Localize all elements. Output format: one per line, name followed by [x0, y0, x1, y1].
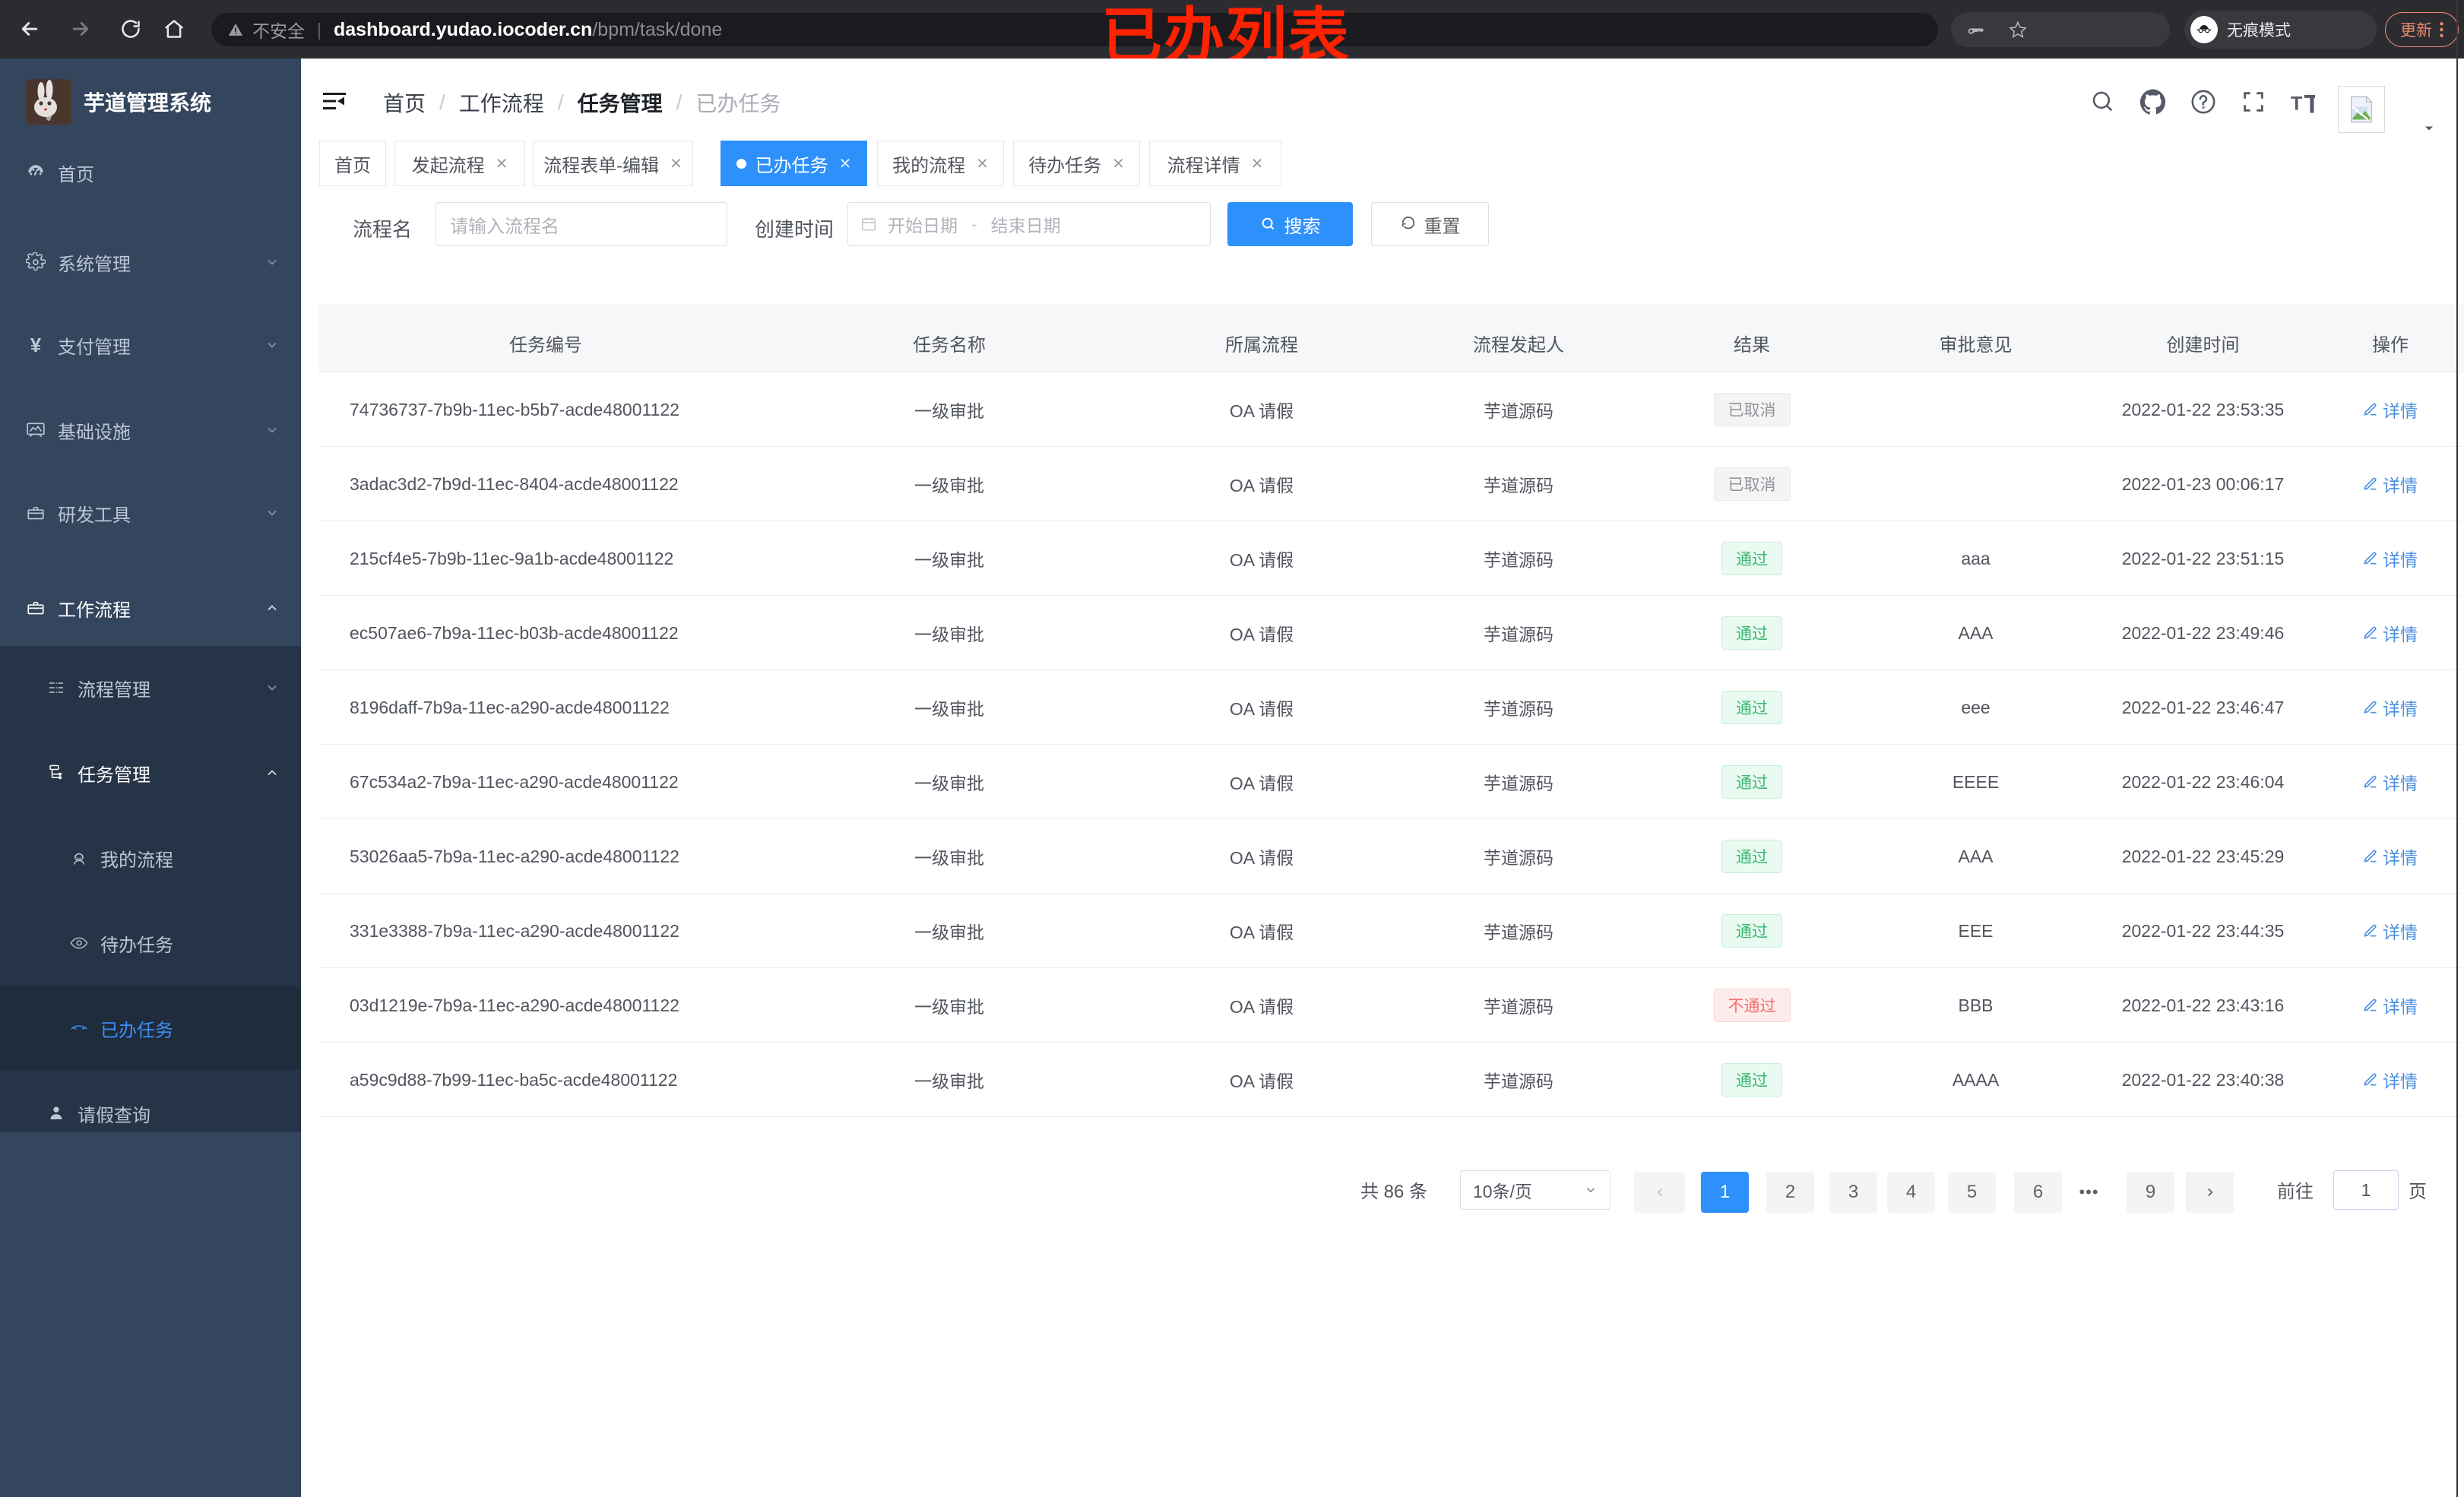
svg-text:T: T — [2304, 90, 2315, 114]
svg-text:T: T — [2291, 93, 2303, 114]
